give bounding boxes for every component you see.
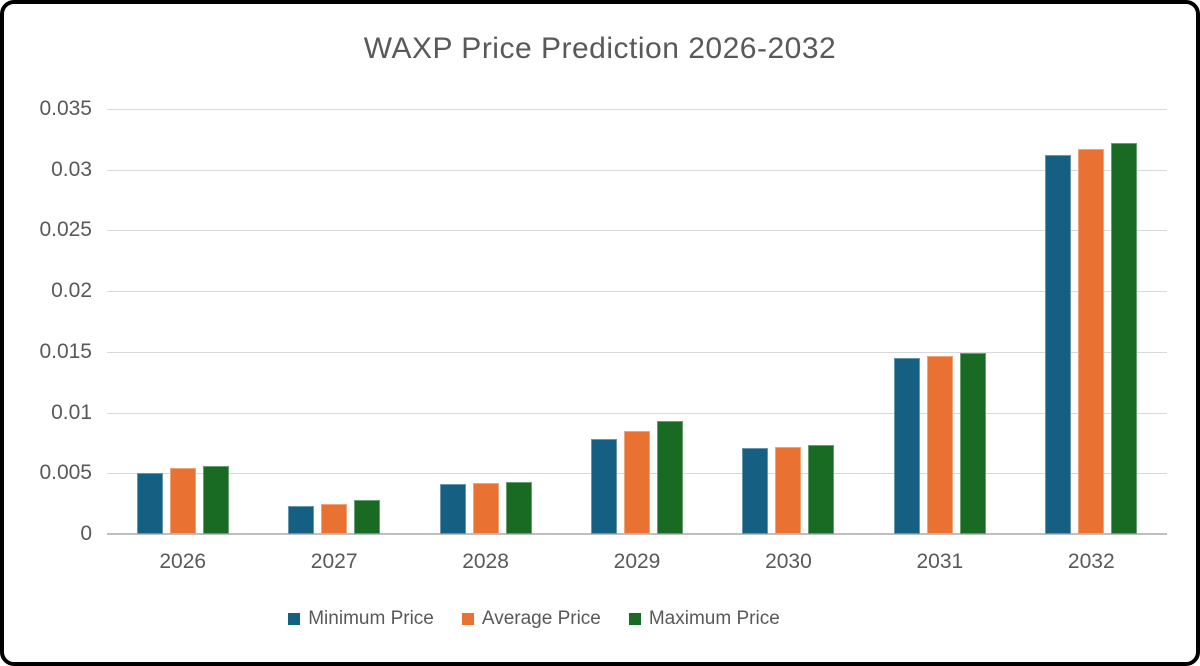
y-tick-label: 0	[80, 522, 92, 545]
legend-label: Maximum Price	[648, 608, 780, 629]
bar-2028-minimum-price	[439, 484, 466, 534]
gridline	[107, 351, 1167, 353]
x-axis-line	[107, 533, 1167, 535]
legend-swatch-icon	[628, 613, 641, 625]
legend-item-maximum-price: Maximum Price	[628, 608, 780, 630]
legend: Minimum Price Average Price Maximum Price	[4, 608, 1064, 630]
gridline	[107, 169, 1167, 171]
bar-2026-minimum-price	[136, 473, 163, 534]
legend-label: Minimum Price	[308, 608, 434, 629]
gridline	[107, 230, 1167, 232]
x-tick-label: 2027	[310, 550, 358, 573]
legend-label: Average Price	[481, 608, 601, 629]
bar-2028-maximum-price	[505, 481, 532, 534]
bar-2027-average-price	[321, 503, 348, 534]
bar-2027-minimum-price	[288, 506, 315, 534]
chart-title: WAXP Price Prediction 2026-2032	[363, 32, 837, 65]
bar-2032-maximum-price	[1111, 143, 1138, 534]
bar-2032-average-price	[1078, 149, 1105, 534]
y-tick-label: 0.01	[51, 400, 92, 424]
y-tick-label: 0.02	[51, 279, 92, 303]
bar-2030-maximum-price	[808, 445, 835, 534]
x-tick-label: 2028	[462, 550, 509, 573]
bar-2029-maximum-price	[657, 421, 683, 534]
legend-swatch-icon	[461, 613, 474, 625]
gridline	[107, 291, 1167, 293]
legend-item-minimum-price: Minimum Price	[288, 608, 434, 630]
y-tick-label: 0.025	[39, 218, 92, 242]
legend-item-average-price: Average Price	[461, 608, 601, 630]
bar-2029-average-price	[624, 430, 650, 534]
bar-2032-minimum-price	[1045, 155, 1072, 534]
x-tick-label: 2031	[916, 550, 964, 573]
y-axis: 0 0.005 0.01 0.015 0.02 0.025 0.03 0.035	[4, 4, 92, 662]
bar-2031-maximum-price	[959, 353, 986, 534]
x-tick-label: 2032	[1067, 550, 1115, 573]
x-tick-label: 2030	[765, 550, 812, 573]
gridline	[107, 109, 1167, 110]
bar-2030-average-price	[775, 446, 802, 534]
bar-2031-minimum-price	[893, 357, 920, 534]
bar-2029-minimum-price	[591, 439, 617, 534]
bar-2031-average-price	[926, 355, 953, 534]
bar-2028-average-price	[472, 483, 499, 534]
x-tick-label: 2029	[613, 550, 661, 573]
bar-2030-minimum-price	[742, 447, 769, 534]
bar-2026-average-price	[169, 468, 196, 534]
y-tick-label: 0.03	[51, 157, 92, 181]
legend-swatch-icon	[288, 613, 301, 625]
bar-2027-maximum-price	[354, 500, 381, 534]
y-tick-label: 0.035	[39, 97, 92, 120]
y-tick-label: 0.015	[39, 339, 92, 363]
y-tick-label: 0.005	[39, 461, 92, 485]
x-tick-label: 2026	[159, 550, 207, 573]
gridline	[107, 412, 1167, 414]
bar-2026-maximum-price	[202, 466, 229, 534]
plot-area: 2026 2027 2028 2029 2030 2031 2032	[107, 109, 1167, 573]
